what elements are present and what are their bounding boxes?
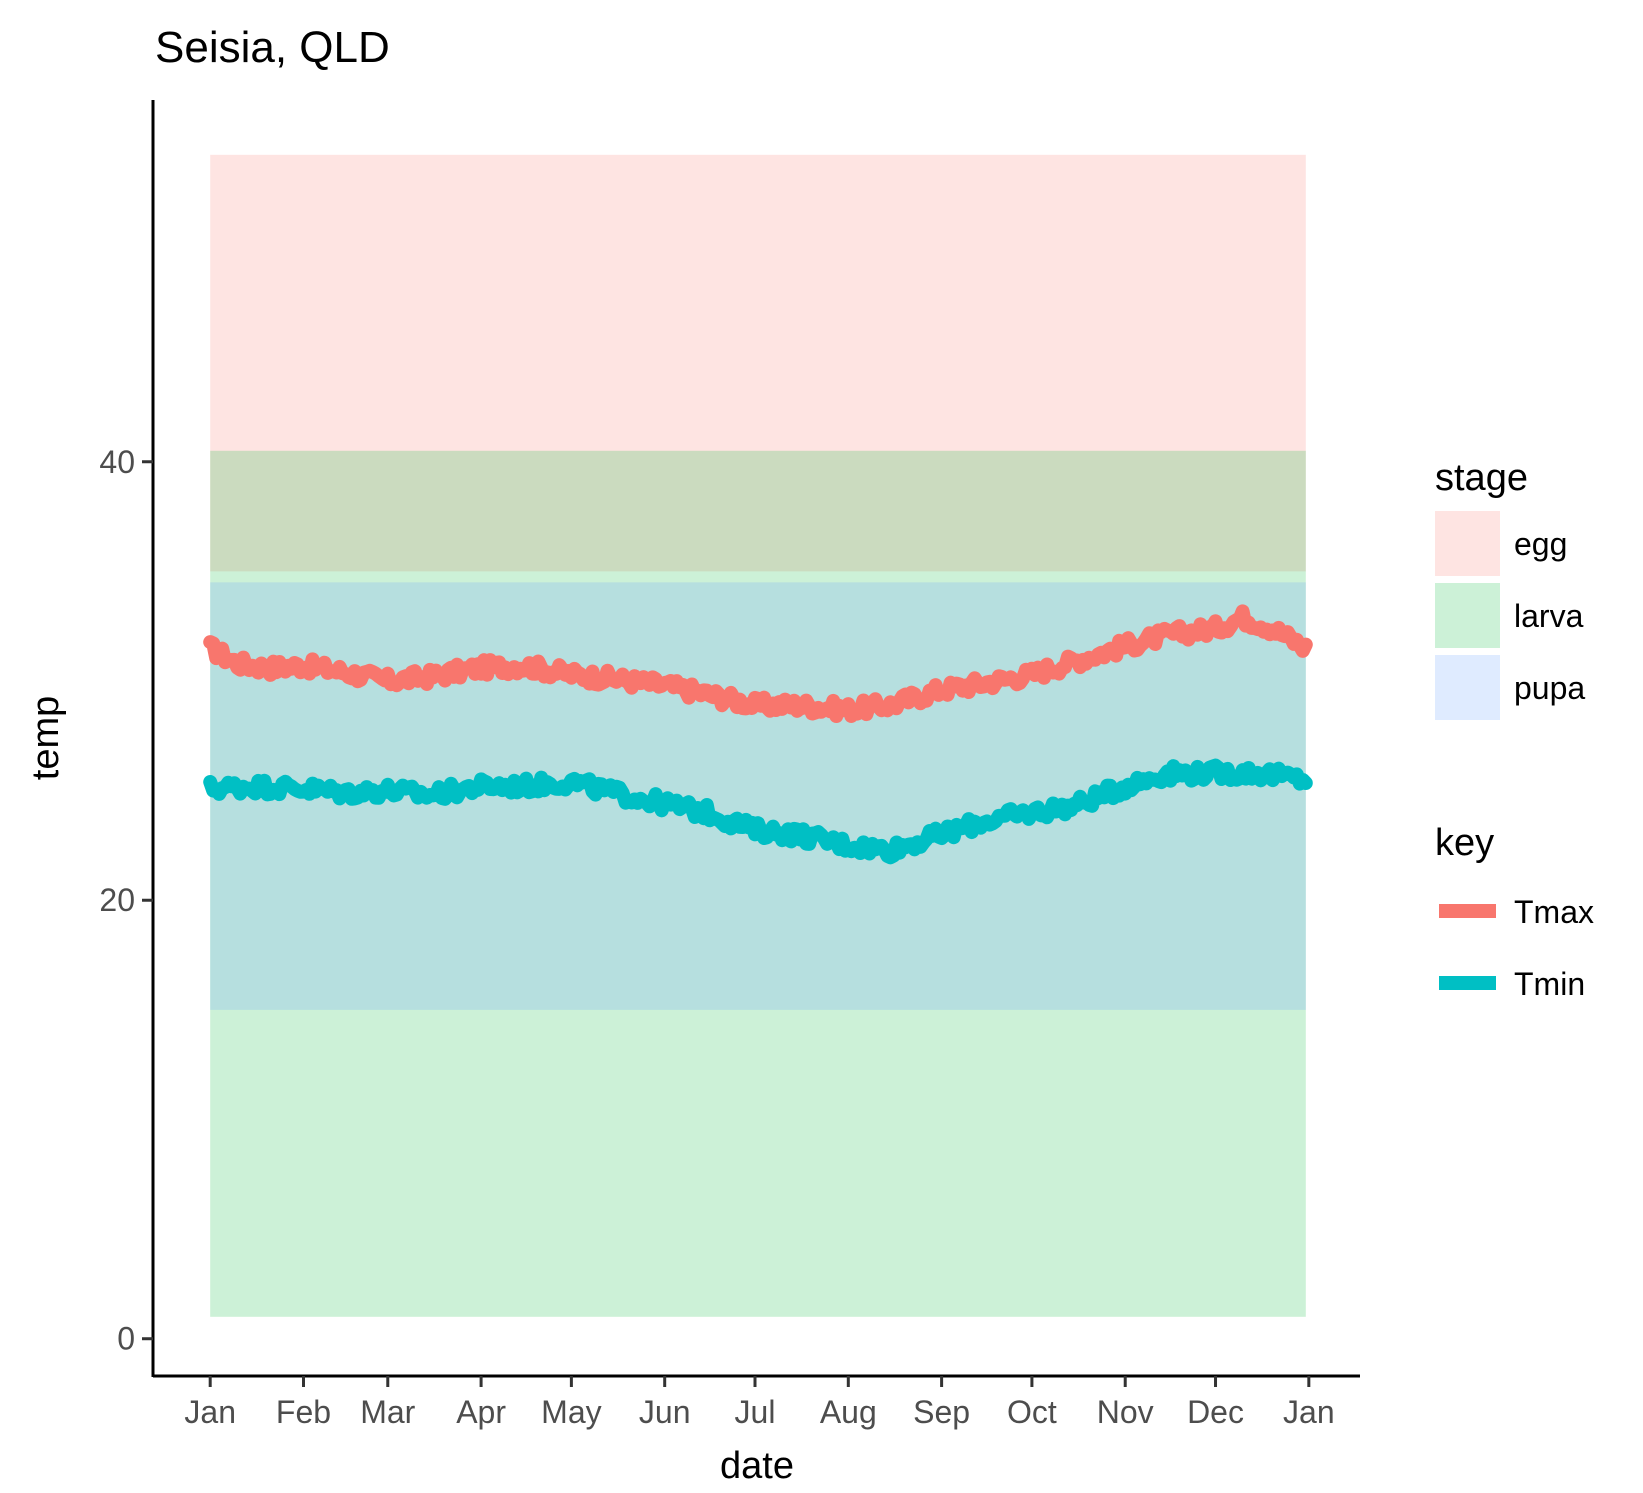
x-axis-title: date (720, 1445, 794, 1487)
key-legend: key Tmax Tmin (1435, 822, 1594, 1002)
x-tick-label: Nov (1097, 1394, 1154, 1430)
key-legend-title: key (1435, 822, 1494, 864)
x-tick-label: Jun (639, 1394, 691, 1430)
x-tick-label: Jan (1283, 1394, 1335, 1430)
x-tick-label: Dec (1187, 1394, 1244, 1430)
stage-legend-title: stage (1435, 457, 1528, 499)
stage-legend-label: pupa (1514, 670, 1585, 706)
y-tick-label: 0 (117, 1321, 135, 1357)
stage-legend-key-larva (1435, 583, 1500, 648)
band-larva (210, 450, 1306, 1317)
y-tick-label: 40 (99, 444, 135, 480)
series-line-tmin (203, 758, 1313, 865)
x-tick-label: Aug (820, 1394, 877, 1430)
x-tick-label: Apr (456, 1394, 506, 1430)
temperature-lines (203, 604, 1313, 865)
stage-legend-key-egg (1435, 511, 1500, 576)
y-tick-label: 20 (99, 882, 135, 918)
chart-title: Seisia, QLD (155, 23, 390, 72)
stage-bands (210, 154, 1306, 1317)
x-ticks: Jan Feb Mar Apr May Jun Jul Aug Sep Oct Nov Dec Jan (184, 1376, 1335, 1430)
x-tick-label: May (541, 1394, 601, 1430)
series-line-tmax (203, 604, 1313, 723)
x-tick-label: Jan (184, 1394, 236, 1430)
key-legend-label: Tmax (1514, 894, 1594, 930)
y-ticks: 0 20 40 (99, 444, 153, 1357)
band-egg (210, 154, 1306, 572)
stage-legend-key-pupa (1435, 655, 1500, 720)
stage-legend: stage egg larva pupa (1435, 457, 1585, 720)
stage-legend-label: egg (1514, 526, 1567, 562)
x-tick-label: Mar (360, 1394, 415, 1430)
x-tick-label: Jul (735, 1394, 776, 1430)
stage-legend-label: larva (1514, 598, 1584, 634)
axes (151, 100, 1360, 1378)
x-tick-label: Oct (1007, 1394, 1057, 1430)
x-tick-label: Sep (913, 1394, 970, 1430)
y-axis-title: temp (25, 696, 67, 780)
key-legend-label: Tmin (1514, 966, 1585, 1002)
x-tick-label: Feb (276, 1394, 331, 1430)
